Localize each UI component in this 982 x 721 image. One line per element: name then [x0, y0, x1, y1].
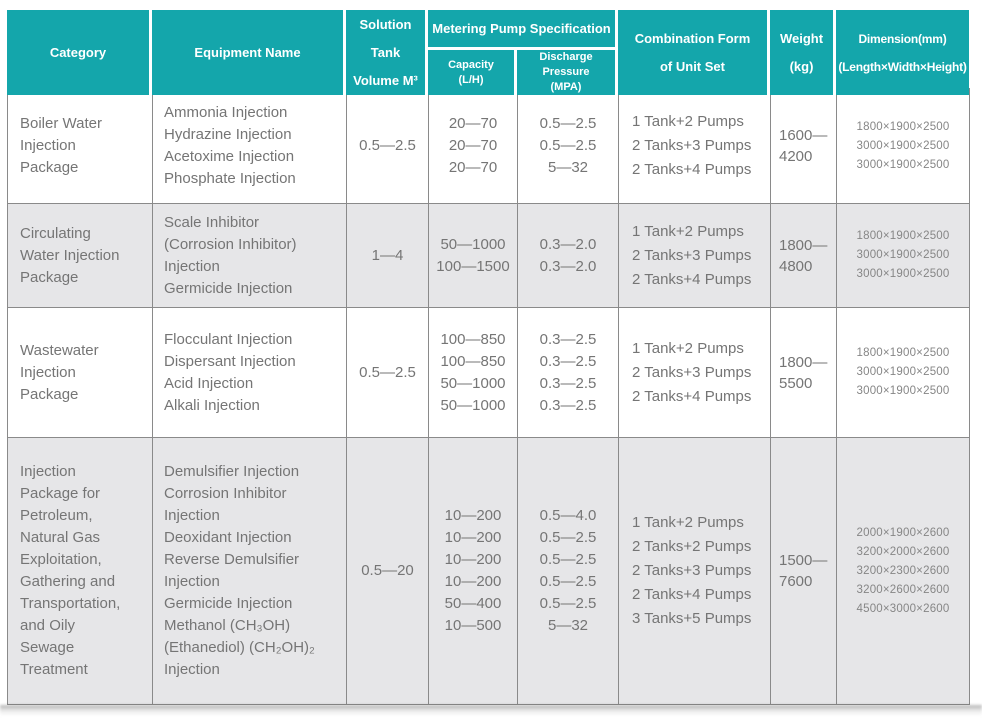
cell-discharge-pressure: 0.3—2.5 0.3—2.5 0.3—2.5 0.3—2.5 [517, 307, 619, 438]
table-row-circulating-water: Circulating Water Injection Package Scal… [7, 203, 970, 308]
cell-solution-tank: 1—4 [346, 203, 429, 308]
cell-dimension: 1800×1900×2500 3000×1900×2500 3000×1900×… [836, 307, 970, 438]
cell-category: Wastewater Injection Package [7, 307, 153, 438]
header-combination-form: Combination Form of Unit Set [618, 10, 770, 95]
cell-category: Injection Package for Petroleum, Natural… [7, 437, 153, 705]
cell-weight: 1600— 4200 [770, 88, 837, 204]
cell-capacity: 10—200 10—200 10—200 10—200 50—400 10—50… [428, 437, 518, 705]
table-row-wastewater: Wastewater Injection Package Flocculant … [7, 307, 970, 438]
cell-equipment-name: Demulsifier Injection Corrosion Inhibito… [152, 437, 347, 705]
table-row-boiler-water: Boiler Water Injection Package Ammonia I… [7, 88, 970, 204]
cell-category: Boiler Water Injection Package [7, 88, 153, 204]
header-metering-pump-group: Metering Pump Specification Capacity (L/… [428, 10, 618, 95]
header-dimension: Dimension(mm) (Length×Width×Height) [836, 10, 969, 95]
table-row-petroleum-package: Injection Package for Petroleum, Natural… [7, 437, 970, 705]
cell-weight: 1800— 4800 [770, 203, 837, 308]
cell-equipment-name: Ammonia Injection Hydrazine Injection Ac… [152, 88, 347, 204]
cell-combination-form: 1 Tank+2 Pumps 2 Tanks+3 Pumps 2 Tanks+4… [618, 307, 771, 438]
cell-capacity: 100—850 100—850 50—1000 50—1000 [428, 307, 518, 438]
header-capacity: Capacity (L/H) [428, 50, 517, 95]
cell-combination-form: 1 Tank+2 Pumps 2 Tanks+3 Pumps 2 Tanks+4… [618, 203, 771, 308]
cell-capacity: 20—70 20—70 20—70 [428, 88, 518, 204]
cell-equipment-name: Flocculant Injection Dispersant Injectio… [152, 307, 347, 438]
cell-discharge-pressure: 0.3—2.0 0.3—2.0 [517, 203, 619, 308]
cell-combination-form: 1 Tank+2 Pumps 2 Tanks+2 Pumps 2 Tanks+3… [618, 437, 771, 705]
cell-weight: 1800— 5500 [770, 307, 837, 438]
cell-solution-tank: 0.5—2.5 [346, 88, 429, 204]
header-discharge-pressure: Discharge Pressure (MPA) [517, 50, 618, 95]
cell-solution-tank: 0.5—2.5 [346, 307, 429, 438]
cell-discharge-pressure: 0.5—2.5 0.5—2.5 5—32 [517, 88, 619, 204]
cell-weight: 1500— 7600 [770, 437, 837, 705]
header-solution-tank-volume: Solution Tank Volume M³ [346, 10, 428, 95]
header-category: Category [7, 10, 152, 95]
page-bottom-shadow [0, 705, 982, 716]
cell-dimension: 1800×1900×2500 3000×1900×2500 3000×1900×… [836, 203, 970, 308]
cell-combination-form: 1 Tank+2 Pumps 2 Tanks+3 Pumps 2 Tanks+4… [618, 88, 771, 204]
header-weight: Weight (kg) [770, 10, 836, 95]
cell-dimension: 2000×1900×2600 3200×2000×2600 3200×2300×… [836, 437, 970, 705]
header-equipment-name: Equipment Name [152, 10, 346, 95]
cell-equipment-name: Scale Inhibitor (Corrosion Inhibitor) In… [152, 203, 347, 308]
header-metering-pump-specification: Metering Pump Specification [428, 10, 618, 50]
table-header-row: Category Equipment Name Solution Tank Vo… [7, 10, 969, 95]
spec-table: Category Equipment Name Solution Tank Vo… [7, 10, 970, 705]
cell-capacity: 50—1000 100—1500 [428, 203, 518, 308]
header-pump-subrow: Capacity (L/H) Discharge Pressure (MPA) [428, 50, 618, 95]
cell-dimension: 1800×1900×2500 3000×1900×2500 3000×1900×… [836, 88, 970, 204]
cell-category: Circulating Water Injection Package [7, 203, 153, 308]
table-body: Boiler Water Injection Package Ammonia I… [7, 88, 970, 705]
cell-solution-tank: 0.5—20 [346, 437, 429, 705]
cell-discharge-pressure: 0.5—4.0 0.5—2.5 0.5—2.5 0.5—2.5 0.5—2.5 … [517, 437, 619, 705]
